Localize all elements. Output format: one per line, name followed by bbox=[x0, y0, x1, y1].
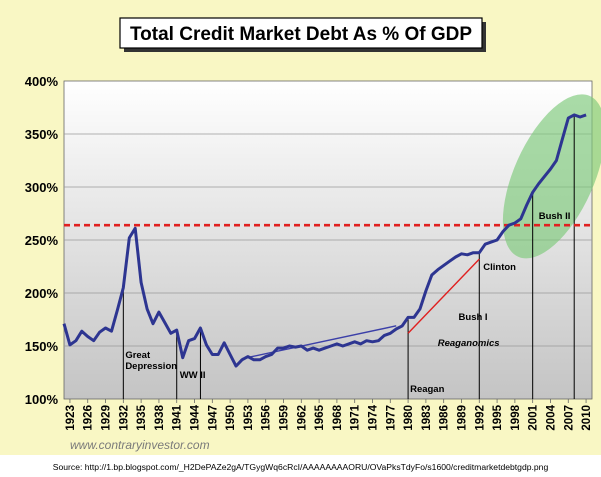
x-tick-label: 1998 bbox=[510, 404, 522, 430]
x-tick-label: 1941 bbox=[172, 404, 184, 430]
watermark: www.contraryinvestor.com bbox=[70, 438, 210, 452]
x-tick-label: 2001 bbox=[528, 404, 540, 430]
x-tick-label: 1950 bbox=[225, 405, 237, 431]
highlight-ellipse bbox=[502, 94, 601, 259]
x-tick-label: 1980 bbox=[403, 405, 415, 431]
x-tick-label: 1929 bbox=[101, 405, 113, 431]
annotation-label: Depression bbox=[125, 361, 177, 372]
x-tick-label: 2010 bbox=[581, 405, 593, 431]
chart-svg: Total Credit Market Debt As % Of GDP 100… bbox=[0, 0, 601, 455]
x-tick-label: 1983 bbox=[421, 405, 433, 431]
highlight bbox=[502, 94, 601, 259]
y-tick-label: 400% bbox=[25, 74, 59, 89]
x-tick-label: 1968 bbox=[332, 404, 344, 430]
x-tick-label: 2007 bbox=[563, 405, 575, 431]
trend-lines bbox=[241, 258, 480, 360]
trend-line bbox=[407, 258, 480, 334]
annotation-label: Reagan bbox=[410, 384, 445, 395]
x-tick-label: 1992 bbox=[474, 405, 486, 431]
x-tick-label: 1944 bbox=[190, 404, 202, 430]
chart-title: Total Credit Market Debt As % Of GDP bbox=[130, 24, 472, 45]
chart: Total Credit Market Debt As % Of GDP 100… bbox=[0, 0, 601, 455]
x-tick-label: 1923 bbox=[65, 405, 77, 431]
series-line bbox=[62, 113, 587, 368]
x-tick-label: 1935 bbox=[136, 404, 148, 430]
x-tick-label: 1926 bbox=[83, 405, 95, 431]
trend-line bbox=[241, 325, 397, 360]
x-tick-label: 1974 bbox=[367, 404, 379, 430]
x-tick-label: 1956 bbox=[261, 405, 273, 431]
annotation-label: Reaganomics bbox=[438, 338, 500, 349]
annotation-label: Bush I bbox=[459, 312, 488, 323]
x-tick-label: 1938 bbox=[154, 404, 166, 430]
annotation-label: Great bbox=[125, 350, 151, 361]
grid bbox=[64, 133, 592, 347]
annotation-label: WW II bbox=[180, 370, 206, 381]
y-tick-label: 300% bbox=[25, 180, 59, 195]
x-tick-label: 1932 bbox=[118, 405, 130, 431]
x-tick-label: 2004 bbox=[545, 404, 557, 430]
x-tick-label: 1962 bbox=[296, 405, 308, 431]
annotation-label: Bush II bbox=[539, 211, 571, 222]
y-tick-label: 150% bbox=[25, 339, 59, 354]
y-axis: 100% 150% 200% 250% 300% 350% 400% bbox=[25, 74, 59, 407]
x-tick-label: 1986 bbox=[439, 405, 451, 431]
x-tick-label: 1965 bbox=[314, 404, 326, 430]
x-tick-label: 1971 bbox=[350, 404, 362, 430]
y-tick-label: 100% bbox=[25, 392, 59, 407]
x-tick-label: 1977 bbox=[385, 405, 397, 431]
x-tick-label: 1947 bbox=[207, 405, 219, 431]
title-box bbox=[119, 17, 483, 49]
series bbox=[62, 113, 587, 368]
y-tick-label: 250% bbox=[25, 233, 59, 248]
source-note: Source: http://1.bp.blogspot.com/_H2DePA… bbox=[52, 462, 549, 472]
x-tick-label: 1995 bbox=[492, 404, 504, 430]
y-tick-label: 350% bbox=[25, 127, 59, 142]
annotation-label: Clinton bbox=[483, 262, 516, 273]
x-axis: 1923 1926 1929 1932 1935 1938 1941 1944 1947 1950… bbox=[65, 399, 593, 431]
x-tick-label: 1959 bbox=[279, 405, 291, 431]
x-tick-label: 1989 bbox=[456, 405, 468, 431]
y-tick-label: 200% bbox=[25, 286, 59, 301]
x-tick-label: 1953 bbox=[243, 405, 255, 431]
era-markers bbox=[122, 114, 575, 399]
